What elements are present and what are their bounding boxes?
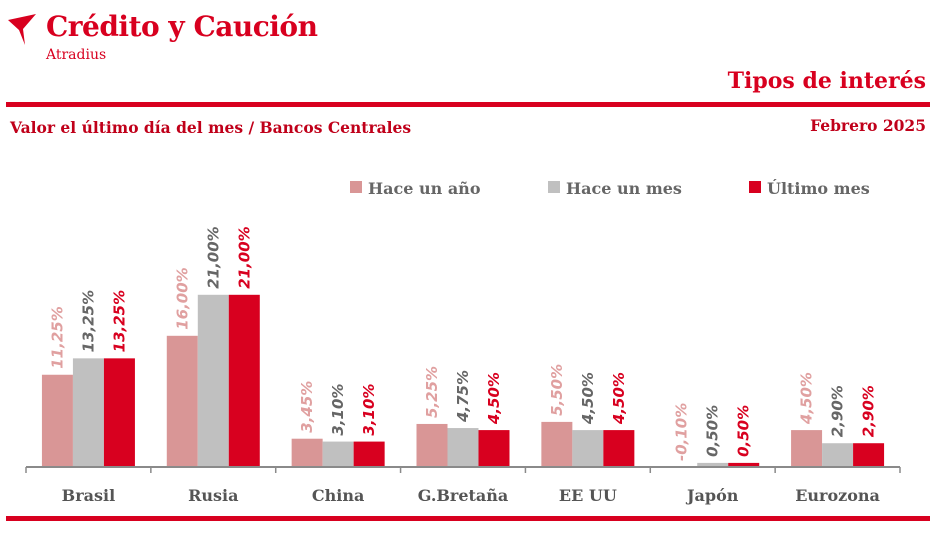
data-label: 13,25% (79, 290, 97, 352)
data-label: 0,50% (704, 405, 722, 457)
bar (166, 335, 198, 467)
data-label: 21,00% (235, 226, 253, 288)
bar (322, 441, 354, 467)
data-label: 13,25% (110, 290, 128, 352)
category-label: G.Bretaña (418, 486, 509, 505)
category-label: Brasil (62, 486, 115, 505)
bar (353, 441, 385, 467)
data-label: 2,90% (860, 385, 878, 437)
bar (197, 294, 229, 467)
legend-label: Hace un año (368, 179, 481, 198)
bar (291, 438, 323, 467)
bar (541, 421, 573, 467)
bar (572, 430, 604, 467)
brand-name: Crédito y Caución (46, 10, 318, 43)
legend-swatch (350, 181, 362, 193)
data-label: 4,50% (610, 372, 628, 425)
bar (822, 443, 854, 467)
data-label: 5,25% (423, 366, 441, 418)
category-label: Japón (685, 486, 739, 505)
bar (416, 423, 448, 467)
bar (447, 428, 479, 467)
bar (853, 443, 885, 467)
legend-label: Último mes (767, 178, 870, 198)
bar (478, 430, 510, 467)
category-label: China (312, 486, 364, 505)
brand-sub: Atradius (46, 47, 107, 63)
page-title: Tipos de interés (727, 68, 926, 94)
data-label: -0,10% (673, 403, 691, 461)
legend-label: Hace un mes (566, 179, 682, 198)
data-label: 2,90% (829, 385, 847, 437)
category-label: Rusia (188, 486, 238, 505)
data-label: 3,45% (298, 381, 316, 433)
data-label: 0,50% (735, 405, 753, 457)
category-label: EE UU (559, 486, 617, 505)
footer-divider (6, 516, 930, 521)
interest-rate-bar-chart: Hace un año Hace un mes Último mes 11,25% 13… (25, 178, 901, 505)
data-label: 11,25% (48, 306, 66, 368)
bar (603, 430, 635, 467)
chart-subtitle: Valor el último día del mes / Bancos Cen… (10, 118, 412, 137)
data-label: 4,50% (485, 372, 503, 425)
data-label: 3,10% (360, 384, 378, 436)
bar (41, 374, 73, 467)
data-label: 4,75% (454, 370, 472, 423)
legend-swatch (548, 181, 560, 193)
bar (728, 462, 760, 467)
data-label: 3,10% (329, 384, 347, 436)
bar (103, 358, 135, 467)
data-label: 5,50% (548, 364, 566, 416)
bar (228, 294, 260, 467)
chart-period: Febrero 2025 (810, 116, 926, 135)
data-label: 4,50% (579, 372, 597, 425)
data-label: 4,50% (798, 372, 816, 425)
data-label: 21,00% (204, 226, 222, 288)
bar (72, 358, 104, 467)
header-divider (6, 102, 930, 107)
data-label: 16,00% (173, 267, 191, 329)
bar (791, 430, 823, 467)
category-label: Eurozona (795, 486, 880, 505)
legend-swatch (749, 181, 761, 193)
crescent-swoosh-icon (8, 14, 36, 45)
bar (697, 462, 729, 467)
